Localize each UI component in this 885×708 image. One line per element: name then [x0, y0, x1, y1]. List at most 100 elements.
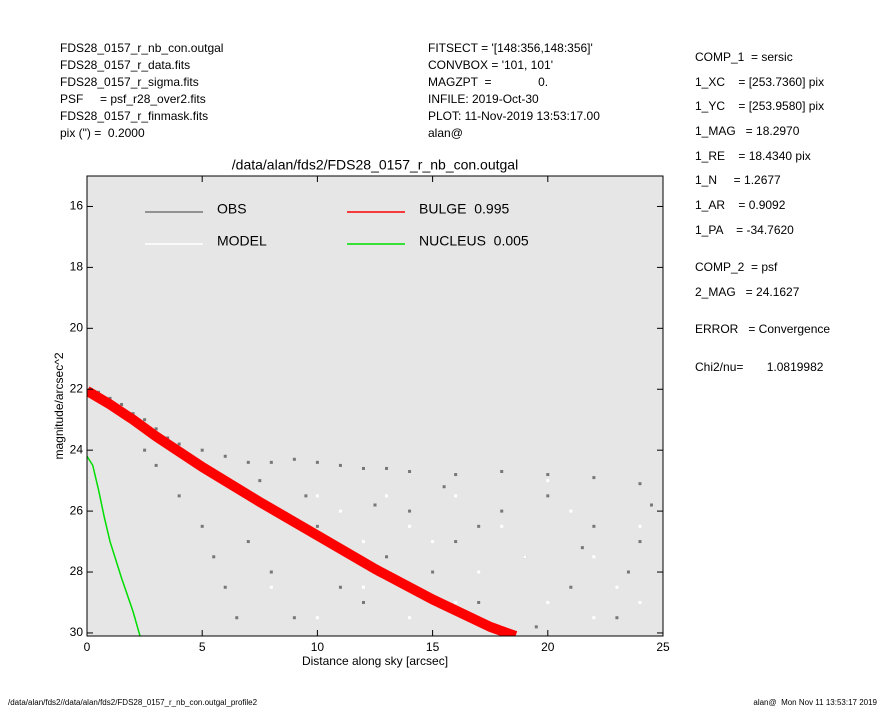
data-point: [338, 585, 342, 589]
data-point: [615, 616, 619, 620]
data-point: [361, 540, 365, 544]
header-middle-line: INFILE: 2019-Oct-30: [428, 92, 539, 106]
header: FDS28_0157_r_nb_con.outgal FDS28_0157_r_d…: [60, 41, 830, 374]
data-point: [454, 494, 458, 498]
data-point: [269, 585, 273, 589]
data-point: [431, 570, 435, 574]
data-point: [534, 625, 538, 629]
data-point: [166, 436, 170, 440]
data-point: [177, 494, 181, 498]
data-point: [638, 524, 642, 528]
data-point: [385, 555, 389, 559]
fit-parameter: 1_YC = [253.9580] pix: [695, 99, 824, 113]
fit-parameter: 1_AR = 0.9092: [695, 198, 786, 212]
y-tick-label: 26: [70, 503, 84, 517]
legend-label: BULGE 0.995: [419, 201, 509, 217]
data-point: [223, 585, 227, 589]
data-point: [212, 555, 216, 559]
header-middle-line: alan@: [428, 126, 463, 140]
header-left-line: PSF = psf_r28_over2.fits: [60, 92, 206, 106]
data-point: [454, 600, 458, 604]
data-point: [223, 454, 227, 458]
legend-label: OBS: [217, 201, 247, 217]
footer-path: /data/alan/fds2//data/alan/fds2/FDS28_01…: [8, 698, 258, 707]
x-axis-label: Distance along sky [arcsec]: [302, 654, 448, 668]
data-point: [120, 402, 124, 406]
header-middle-line: PLOT: 11-Nov-2019 13:53:17.00: [428, 109, 600, 123]
data-point: [131, 412, 135, 416]
data-point: [500, 524, 504, 528]
data-point: [477, 600, 481, 604]
data-point: [269, 570, 273, 574]
data-point: [315, 524, 319, 528]
data-point: [546, 600, 550, 604]
header-left-line: FDS28_0157_r_data.fits: [60, 58, 190, 72]
data-point: [315, 616, 319, 620]
fit-parameter: Chi2/nu= 1.0819982: [695, 360, 824, 374]
y-tick-label: 28: [70, 564, 84, 578]
data-point: [477, 570, 481, 574]
data-point: [292, 616, 296, 620]
fit-parameter: 1_XC = [253.7360] pix: [695, 75, 824, 89]
data-point: [523, 555, 527, 559]
data-point: [143, 418, 147, 422]
data-point: [143, 448, 147, 452]
x-tick-label: 10: [311, 640, 325, 654]
x-tick-label: 15: [426, 640, 440, 654]
header-left-line: FDS28_0157_r_nb_con.outgal: [60, 41, 223, 55]
y-tick-label: 16: [70, 199, 84, 213]
legend-label: MODEL: [217, 233, 267, 249]
data-point: [373, 503, 377, 507]
data-point: [626, 570, 630, 574]
fit-parameter: 1_N = 1.2677: [695, 173, 781, 187]
data-point: [638, 600, 642, 604]
plot-frame: [86, 175, 664, 637]
y-tick-label: 30: [70, 625, 84, 639]
data-point: [546, 473, 550, 477]
fit-parameter: ERROR = Convergence: [695, 322, 830, 336]
data-point: [315, 494, 319, 498]
data-point: [592, 616, 596, 620]
header-middle-line: FITSECT = '[148:356,148:356]': [428, 41, 593, 55]
header-middle-line: CONVBOX = '101, 101': [428, 58, 553, 72]
fit-parameter: 2_MAG = 24.1627: [695, 285, 800, 299]
x-tick-label: 20: [541, 640, 555, 654]
data-point: [500, 469, 504, 473]
y-tick-label: 18: [70, 260, 84, 274]
data-point: [431, 540, 435, 544]
data-point: [638, 482, 642, 486]
data-point: [638, 540, 642, 544]
data-point: [569, 585, 573, 589]
data-point: [246, 540, 250, 544]
data-point: [154, 427, 158, 431]
fit-parameter: 1_RE = 18.4340 pix: [695, 149, 811, 163]
data-point: [385, 466, 389, 470]
data-point: [454, 473, 458, 477]
legend: OBS MODEL BULGE 0.995 NUCLEUS 0.005: [145, 201, 529, 249]
plot-marks: [87, 386, 653, 636]
x-tick-label: 5: [199, 640, 206, 654]
data-point: [477, 524, 481, 528]
data-point: [580, 546, 584, 550]
data-point: [500, 509, 504, 513]
data-point: [569, 509, 573, 513]
y-tick-label: 22: [70, 381, 84, 395]
data-point: [649, 503, 653, 507]
axes: 0 5 10 15 20 25 16 18 20 22 24 26 28 30: [70, 176, 670, 654]
x-tick-label: 0: [84, 640, 91, 654]
profile-line: [87, 386, 518, 636]
data-point: [269, 460, 273, 464]
data-point: [361, 600, 365, 604]
data-point: [338, 463, 342, 467]
data-point: [408, 509, 412, 513]
data-point: [361, 466, 365, 470]
data-point: [304, 494, 308, 498]
data-point: [546, 479, 550, 483]
chart-title: /data/alan/fds2/FDS28_0157_r_nb_con.outg…: [232, 157, 518, 173]
header-left-line: pix (") = 0.2000: [60, 126, 145, 140]
footer-stamp: alan@ Mon Nov 11 13:53:17 2019: [753, 698, 877, 707]
data-point: [292, 457, 296, 461]
data-point: [454, 540, 458, 544]
data-point: [615, 585, 619, 589]
